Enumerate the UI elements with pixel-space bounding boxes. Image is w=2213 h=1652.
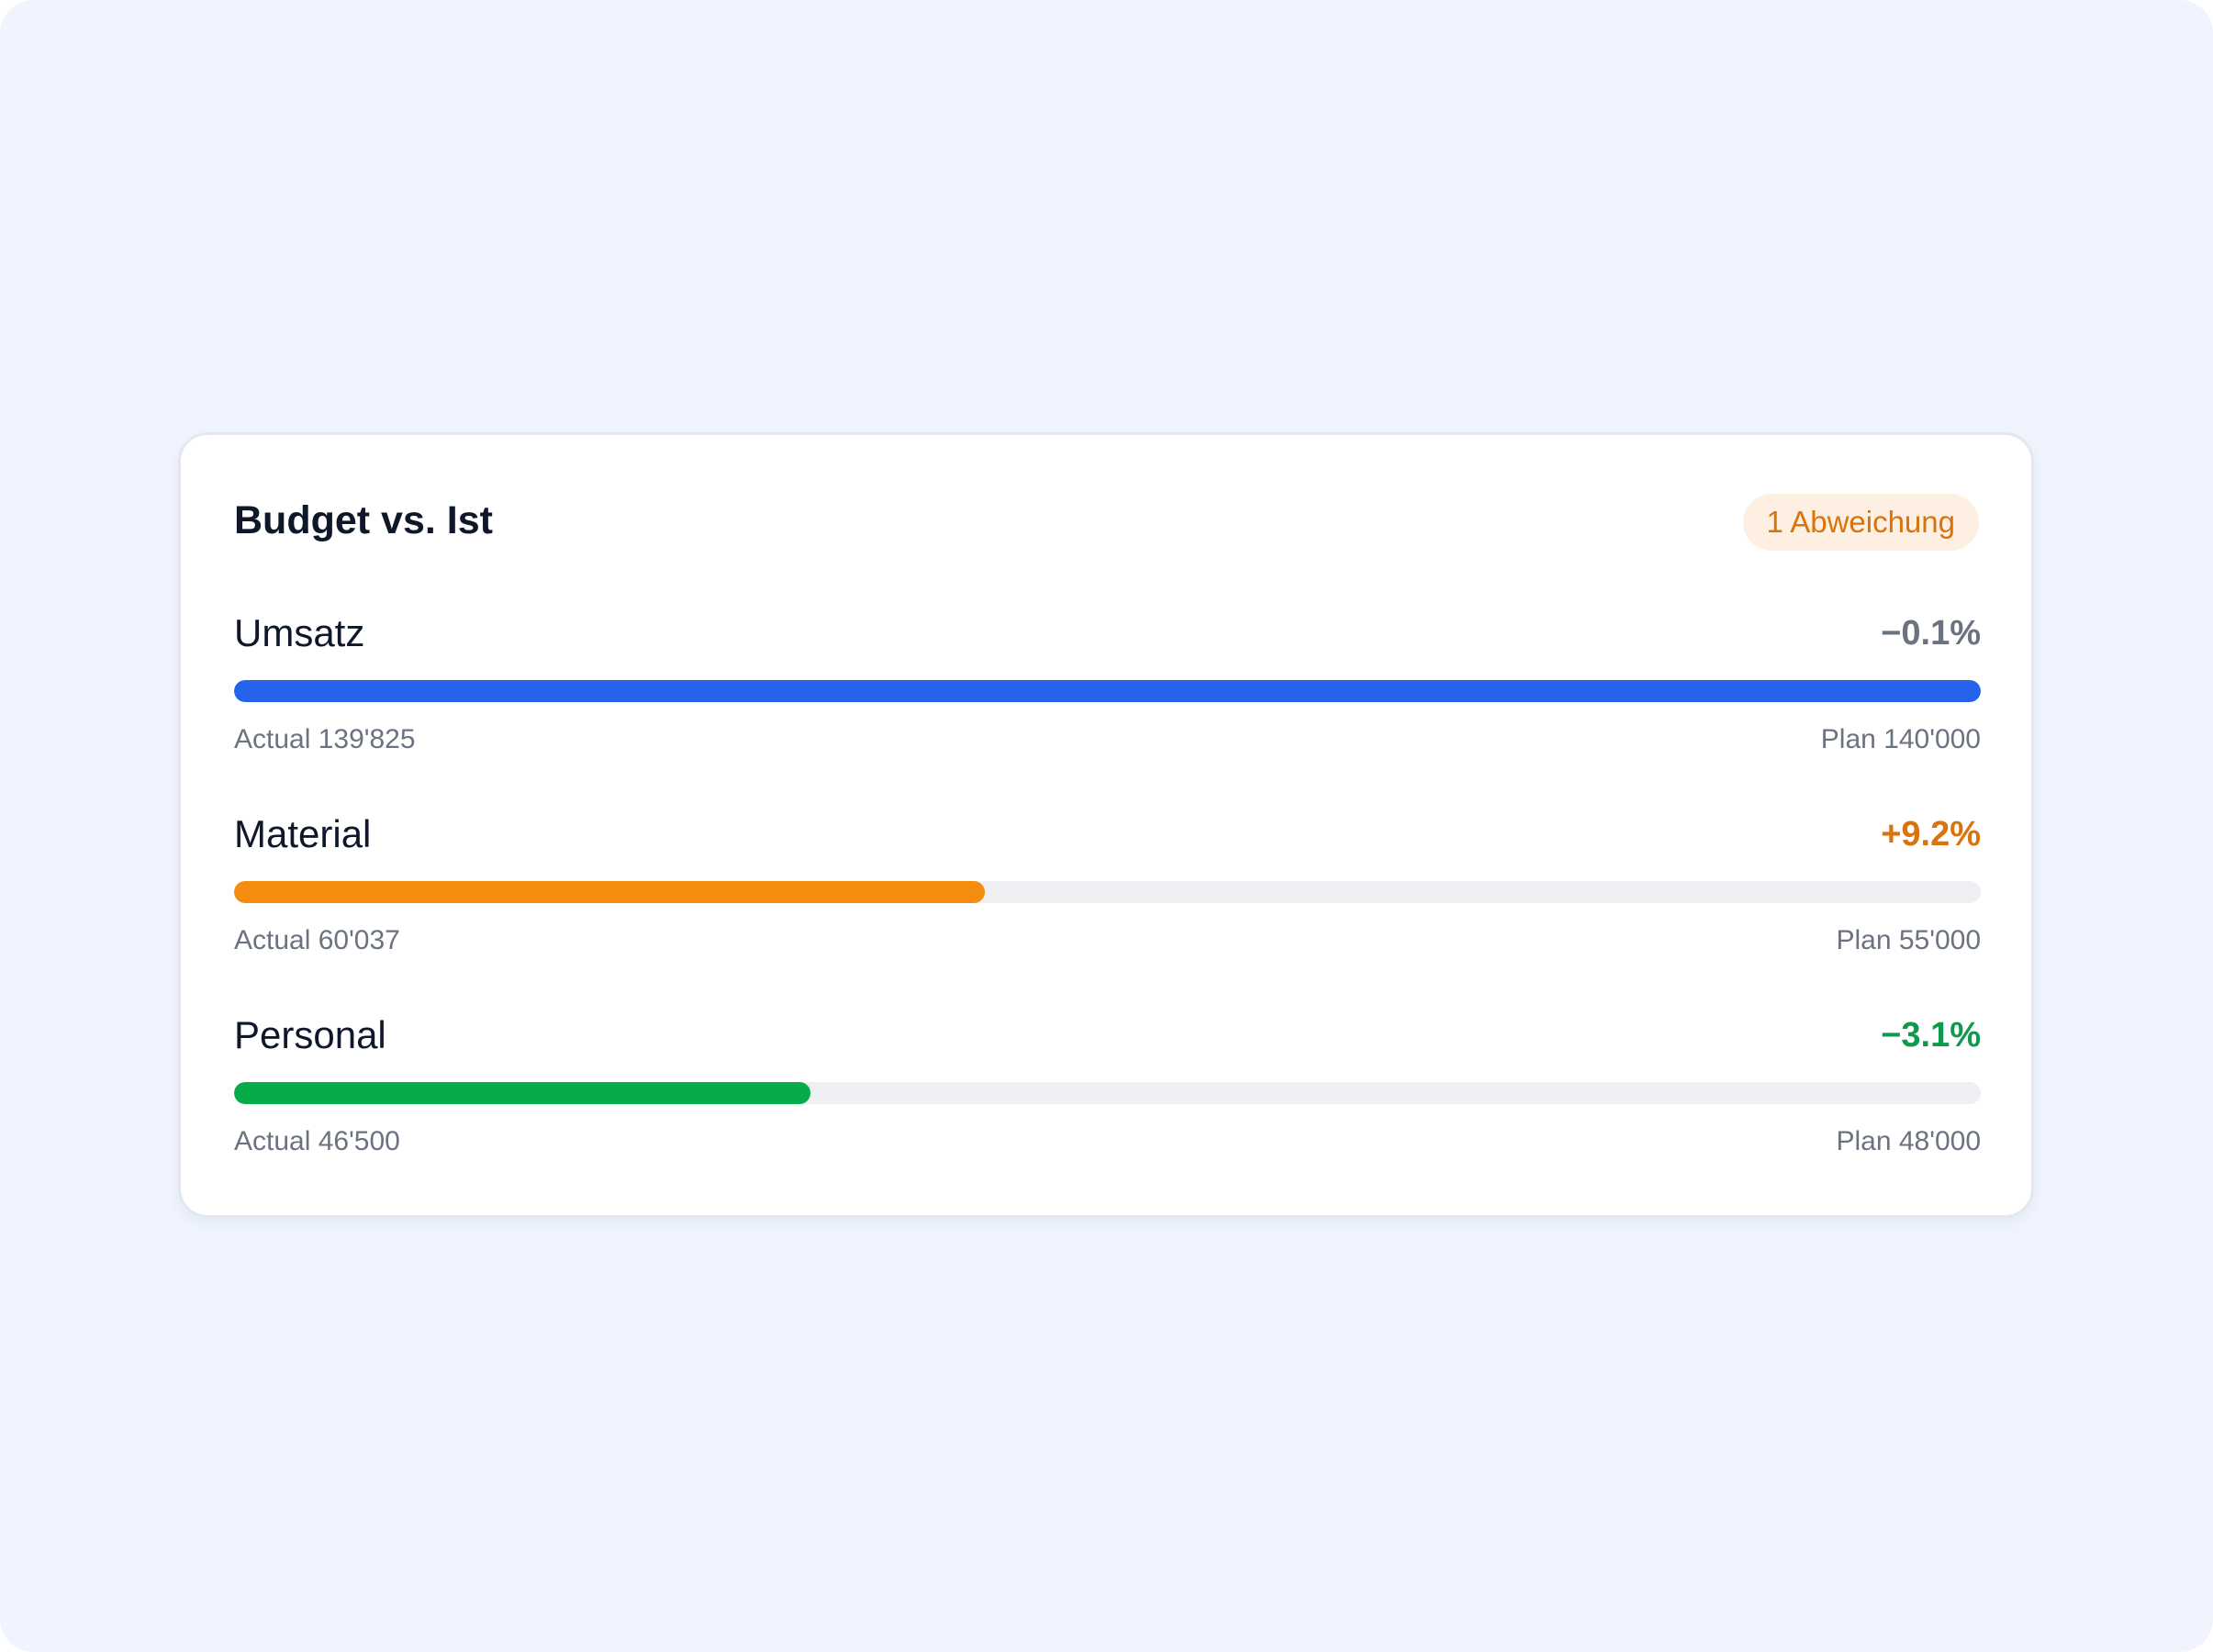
plan-value: Plan 55'000 — [1836, 925, 1981, 955]
progress-track — [234, 881, 1981, 903]
progress-fill — [234, 881, 986, 903]
budget-card: Budget vs. Ist 1 Abweichung Umsatz −0.1%… — [178, 432, 2034, 1218]
actual-value: Actual 46'500 — [234, 1126, 400, 1156]
row-variance: +9.2% — [1881, 815, 1981, 854]
budget-row-umsatz: Umsatz −0.1% Actual 139'825 Plan 140'000 — [234, 614, 1981, 770]
actual-value: Actual 139'825 — [234, 724, 416, 754]
progress-track — [234, 680, 1981, 702]
budget-row-personal: Personal −3.1% Actual 46'500 Plan 48'000 — [234, 1016, 1981, 1172]
progress-fill — [234, 680, 1981, 702]
row-label: Umsatz — [234, 611, 365, 654]
row-label: Material — [234, 812, 372, 855]
row-label: Personal — [234, 1013, 386, 1056]
row-variance: −3.1% — [1881, 1016, 1981, 1055]
deviation-badge: 1 Abweichung — [1742, 494, 1979, 551]
budget-row-material: Material +9.2% Actual 60'037 Plan 55'000 — [234, 815, 1981, 971]
plan-value: Plan 48'000 — [1836, 1126, 1981, 1156]
row-variance: −0.1% — [1881, 614, 1981, 653]
card-title: Budget vs. Ist — [234, 498, 493, 542]
plan-value: Plan 140'000 — [1820, 724, 1981, 754]
progress-fill — [234, 1082, 810, 1104]
progress-track — [234, 1082, 1981, 1104]
actual-value: Actual 60'037 — [234, 925, 400, 955]
